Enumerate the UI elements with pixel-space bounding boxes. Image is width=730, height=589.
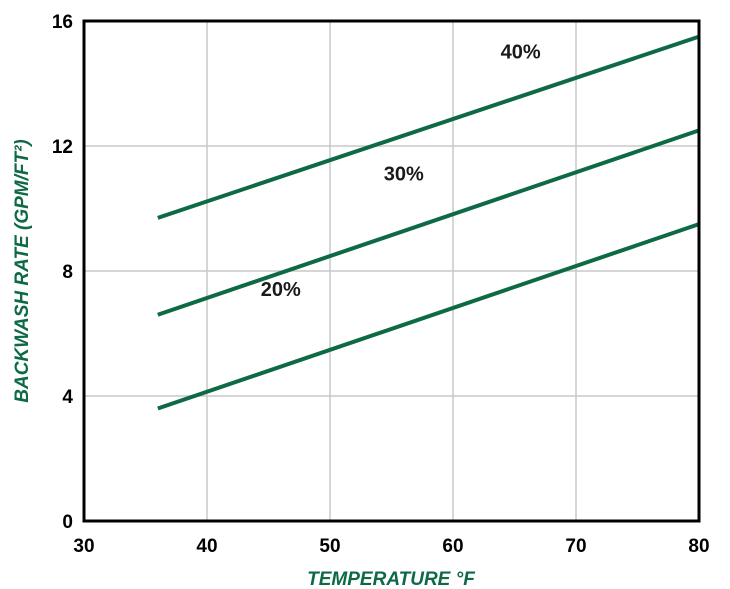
x-tick-label: 40 [196,536,217,557]
series-label: 40% [501,42,541,64]
y-tick-labels: 0 4 8 12 16 [52,12,74,533]
series-lines [157,34,700,411]
y-tick-label: 8 [62,262,73,283]
y-tick-label: 12 [52,137,73,158]
series-labels: 20% 30% 40% [261,42,541,302]
x-axis-title: TEMPERATURE °F [307,569,476,589]
x-tick-label: 30 [73,536,94,557]
series-line-40pct [157,34,700,220]
y-tick-label: 4 [62,387,73,408]
series-line-30pct [157,128,700,317]
x-tick-label: 60 [442,536,463,557]
y-tick-label: 0 [62,512,73,533]
x-tick-label: 70 [565,536,586,557]
series-label: 20% [261,279,301,301]
x-tick-label: 80 [688,536,709,557]
grid [84,21,699,521]
y-tick-label: 16 [52,12,73,33]
y-axis-title: BACKWASH RATE (GPM/FT²) [12,139,33,403]
x-tick-label: 50 [319,536,340,557]
series-line-20pct [157,222,700,411]
x-tick-labels: 30 40 50 60 70 80 [73,536,709,557]
plot-frame [82,19,701,523]
series-label: 30% [384,163,424,185]
